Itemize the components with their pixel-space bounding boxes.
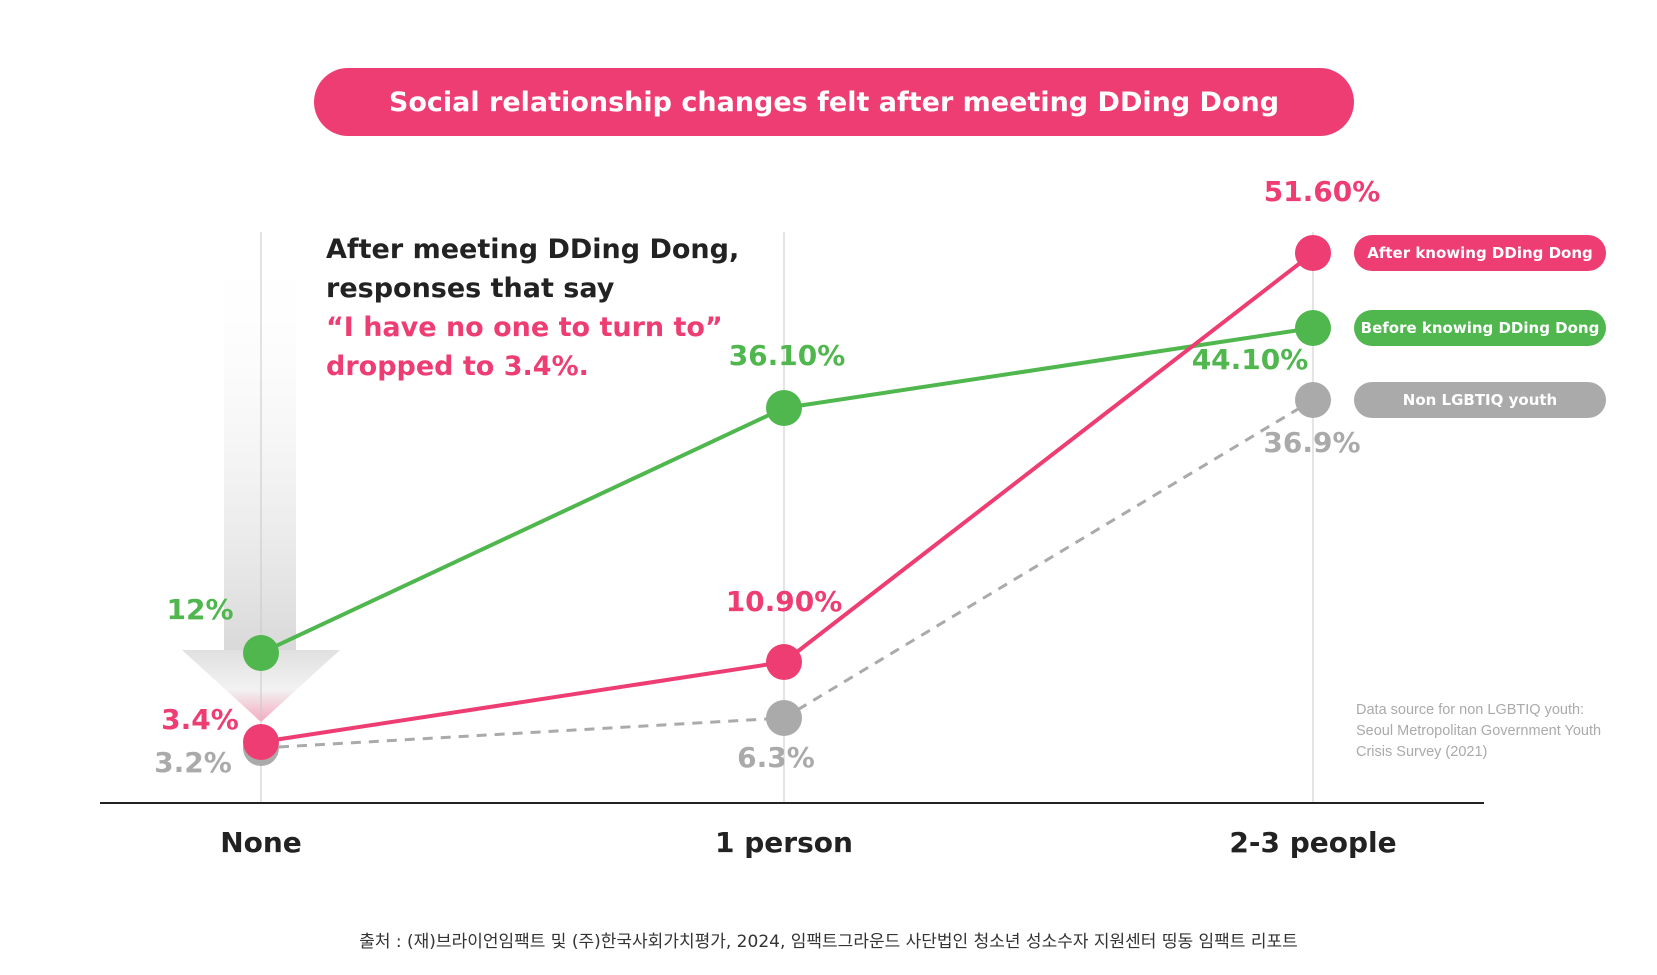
data-label-non-lgbtiq-1: 3.2% <box>154 746 232 779</box>
data-label-after-3: 51.60% <box>1264 175 1381 208</box>
point-non-lgbtiq-3 <box>1295 382 1331 418</box>
data-label-before-1: 12% <box>166 593 233 626</box>
point-after-3 <box>1295 235 1331 271</box>
data-label-before-2: 36.10% <box>729 339 846 372</box>
data-label-non-lgbtiq-3: 36.9% <box>1263 426 1360 459</box>
data-label-before-3: 44.10% <box>1192 343 1309 376</box>
annotation-line-3: “I have no one to turn to” <box>326 312 723 343</box>
chart-title: Social relationship changes felt after m… <box>314 68 1354 136</box>
legend-before: Before knowing DDing Dong <box>1354 310 1606 346</box>
x-tick-label-3: 2-3 people <box>1229 826 1396 859</box>
data-label-after-2: 10.90% <box>726 585 843 618</box>
point-after-2 <box>766 644 802 680</box>
x-tick-label-1: None <box>220 826 302 859</box>
legend-non-lgbtiq: Non LGBTIQ youth <box>1354 382 1606 418</box>
point-before-2 <box>766 390 802 426</box>
data-source-note: Data source for non LGBTIQ youth: Seoul … <box>1356 702 1602 760</box>
annotation-line-4: dropped to 3.4%. <box>326 351 589 382</box>
series-line-non-lgbtiq <box>260 398 1314 750</box>
annotation-line-2: responses that say <box>326 273 615 304</box>
annotation-line-1: After meeting DDing Dong, <box>326 234 740 265</box>
legend-after: After knowing DDing Dong <box>1354 235 1606 271</box>
point-before-1 <box>243 635 279 671</box>
data-label-non-lgbtiq-2: 6.3% <box>737 741 815 774</box>
point-after-1 <box>243 724 279 760</box>
point-before-3 <box>1295 310 1331 346</box>
data-label-after-1: 3.4% <box>161 703 239 736</box>
point-non-lgbtiq-2 <box>766 700 802 736</box>
x-tick-label-2: 1 person <box>715 826 853 859</box>
source-footnote: 출처 : (재)브라이언임팩트 및 (주)한국사회가치평가, 2024, 임팩트… <box>359 932 1298 952</box>
annotation: After meeting DDing Dong, responses that… <box>326 230 739 386</box>
